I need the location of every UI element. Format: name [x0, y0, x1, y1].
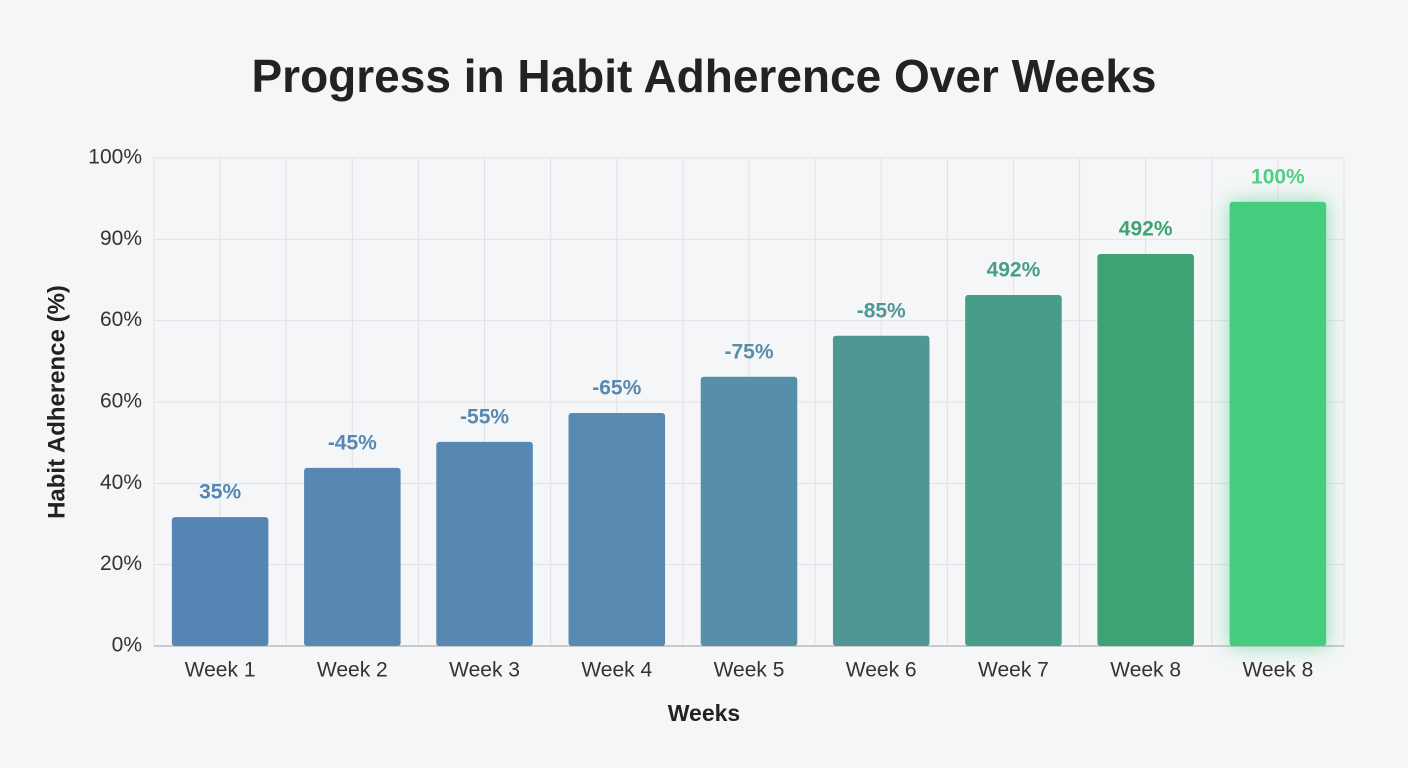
value-label: -75%: [724, 340, 773, 363]
x-tick-label: Week 3: [449, 659, 520, 682]
value-label: -55%: [460, 405, 509, 428]
value-label: -85%: [857, 299, 906, 322]
x-tick-label: Week 8: [1110, 659, 1181, 682]
y-axis-label: Habit Adherence (%): [43, 285, 70, 519]
y-tick-label: 0%: [112, 634, 142, 657]
bar: [1229, 201, 1327, 647]
value-label: -65%: [592, 377, 641, 400]
y-tick-label: 60%: [100, 390, 142, 413]
value-label: 492%: [987, 259, 1041, 282]
x-tick-label: Week 8: [1242, 659, 1313, 682]
bar: [700, 376, 798, 646]
x-tick-label: Week 7: [978, 659, 1049, 682]
bar: [304, 467, 401, 646]
chart-title: Progress in Habit Adherence Over Weeks: [251, 50, 1156, 102]
x-tick-label: Week 2: [317, 659, 388, 682]
value-label: 100%: [1251, 165, 1305, 188]
x-tick-label: Week 6: [846, 659, 917, 682]
bar: [171, 517, 269, 646]
bar: [436, 441, 533, 646]
y-tick-label: 40%: [100, 471, 142, 494]
y-tick-label: 20%: [100, 552, 142, 575]
x-tick-label: Week 4: [581, 659, 652, 682]
x-tick-label: Week 1: [185, 659, 256, 682]
y-tick-label: 60%: [100, 308, 142, 331]
bar: [1097, 253, 1194, 646]
value-label: 492%: [1119, 218, 1173, 241]
x-axis-label: Weeks: [668, 700, 740, 726]
bar: [568, 412, 666, 646]
value-label: -45%: [328, 431, 377, 454]
bar: [965, 295, 1062, 646]
x-tick-label: Week 5: [714, 659, 785, 682]
bar: [832, 335, 930, 646]
value-label: 35%: [199, 481, 241, 504]
y-tick-label: 100%: [88, 146, 142, 169]
y-tick-label: 90%: [100, 227, 142, 250]
